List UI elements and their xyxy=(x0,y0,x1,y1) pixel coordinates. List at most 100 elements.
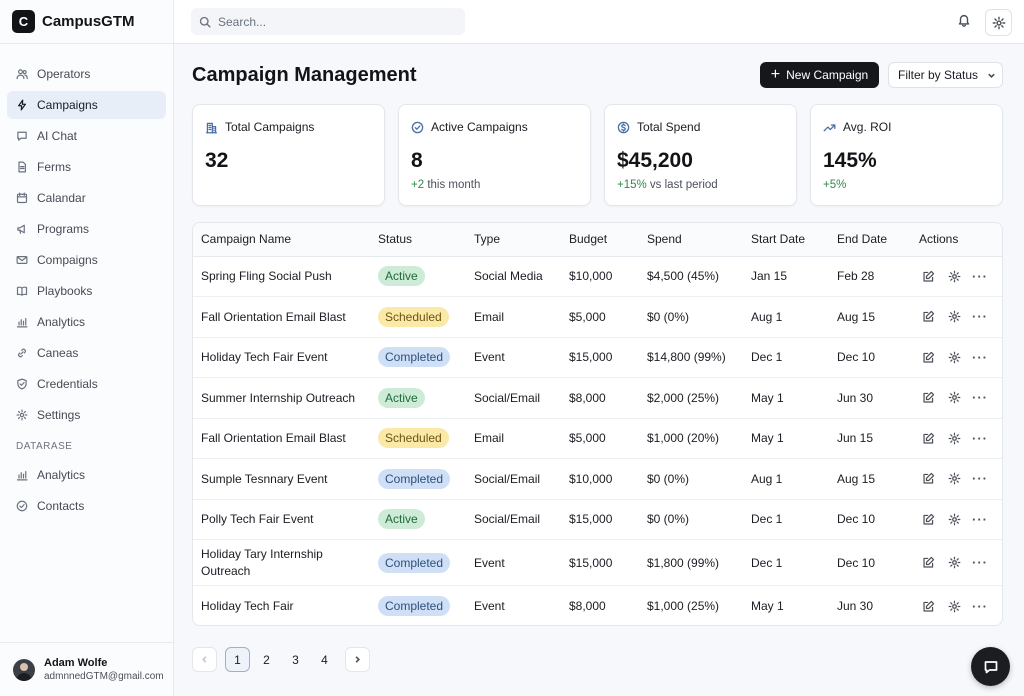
row-settings-button[interactable] xyxy=(945,429,963,447)
gear-icon xyxy=(948,472,960,485)
sidebar-item-label: Ferms xyxy=(37,160,71,174)
chat-bubble-icon xyxy=(984,660,997,673)
stat-value: $45,200 xyxy=(617,149,693,172)
more-options-icon[interactable]: ··· xyxy=(972,349,988,365)
table-row[interactable]: Spring Fling Social Push Active Social Med… xyxy=(193,256,1002,297)
type-cell: Event xyxy=(474,599,505,613)
row-settings-button[interactable] xyxy=(945,348,963,366)
search-box[interactable] xyxy=(191,8,465,35)
edit-icon xyxy=(922,513,934,525)
page-4-button[interactable]: 4 xyxy=(321,652,328,667)
edit-button[interactable] xyxy=(919,429,937,447)
row-settings-button[interactable] xyxy=(945,308,963,326)
start-date-cell: May 1 xyxy=(743,377,829,419)
sidebar-item-compaigns[interactable]: Compaigns xyxy=(7,246,166,274)
user-email: admnnedGTM@gmail.com xyxy=(44,671,164,682)
campaign-name: Summer Internship Outreach xyxy=(193,377,370,419)
row-settings-button[interactable] xyxy=(945,597,963,615)
budget-cell: $15,000 xyxy=(561,539,639,586)
table-row[interactable]: Fall Orientation Email Blast Scheduled Ema… xyxy=(193,418,1002,459)
status-cell: Completed xyxy=(370,337,466,378)
sidebar-item-programs[interactable]: Programs xyxy=(7,215,166,243)
sidebar-item-ferms[interactable]: Ferms xyxy=(7,153,166,181)
sidebar-item-analytics[interactable]: Analytics xyxy=(7,461,166,489)
sidebar-item-label: Analytics xyxy=(37,468,86,482)
settings-button[interactable] xyxy=(985,9,1012,36)
sidebar-item-caneas[interactable]: Caneas xyxy=(7,339,166,367)
more-options-icon[interactable]: ··· xyxy=(972,511,988,527)
table-row[interactable]: Holiday Tech Fair Completed Event $8,000 $1,… xyxy=(193,586,1002,626)
next-page-button[interactable] xyxy=(345,647,370,672)
filter-by-status-dropdown[interactable]: Filter by Status xyxy=(888,62,1003,88)
row-settings-button[interactable] xyxy=(945,267,963,285)
edit-button[interactable] xyxy=(919,470,937,488)
edit-icon xyxy=(922,600,934,612)
type-cell: Social/Email xyxy=(466,499,561,540)
edit-button[interactable] xyxy=(919,554,937,572)
sidebar-item-credentials[interactable]: Credentials xyxy=(7,370,166,398)
bolt-icon xyxy=(18,99,26,111)
page-2-button[interactable]: 2 xyxy=(263,652,270,667)
edit-button[interactable] xyxy=(919,308,937,326)
campaign-name: Holiday Tary Internship Outreach xyxy=(193,539,370,586)
table-row[interactable]: Polly Tech Fair Event Active Social/Email $… xyxy=(193,499,1002,540)
more-options-icon[interactable]: ··· xyxy=(972,390,988,406)
edit-button[interactable] xyxy=(919,597,937,615)
sidebar-item-ai-chat[interactable]: AI Chat xyxy=(7,122,166,150)
sidebar-item-playbooks[interactable]: Playbooks xyxy=(7,277,166,305)
end-date-cell: Dec 10 xyxy=(829,337,911,378)
table-row[interactable]: Sumple Tesnnary Event Completed Social/Ema… xyxy=(193,458,1002,500)
row-settings-button[interactable] xyxy=(945,510,963,528)
sidebar-item-label: Caneas xyxy=(37,346,79,360)
user-profile[interactable]: Adam Wolfe admnnedGTM@gmail.com xyxy=(0,642,174,696)
more-options-icon[interactable]: ··· xyxy=(972,430,988,446)
sidebar-item-contacts[interactable]: Contacts xyxy=(7,492,166,520)
edit-button[interactable] xyxy=(919,389,937,407)
sidebar-item-campaigns[interactable]: Campaigns xyxy=(7,91,166,119)
notifications-button[interactable] xyxy=(957,13,973,29)
row-settings-button[interactable] xyxy=(945,389,963,407)
prev-page-button[interactable] xyxy=(192,647,217,672)
new-campaign-button[interactable]: + New Campaign xyxy=(760,62,879,88)
table-row[interactable]: Summer Internship Outreach Active Social/E… xyxy=(193,377,1002,419)
sidebar-item-label: Playbooks xyxy=(37,284,93,298)
stat-delta: +5% xyxy=(823,179,847,191)
sidebar-item-analytics[interactable]: Analytics xyxy=(7,308,166,336)
edit-button[interactable] xyxy=(919,510,937,528)
start-date-cell: Jan 15 xyxy=(743,256,829,297)
more-options-icon[interactable]: ··· xyxy=(972,598,988,614)
page-3-button[interactable]: 3 xyxy=(292,652,299,667)
sidebar-item-operators[interactable]: Operators xyxy=(7,60,166,88)
gear-icon xyxy=(948,310,960,323)
edit-button[interactable] xyxy=(919,267,937,285)
row-settings-button[interactable] xyxy=(945,470,963,488)
status-badge: Active xyxy=(378,266,425,287)
more-options-icon[interactable]: ··· xyxy=(972,268,988,284)
sidebar-item-settings[interactable]: Settings xyxy=(7,401,166,429)
start-date-cell: May 1 xyxy=(743,418,829,459)
table-row[interactable]: Holiday Tech Fair Event Completed Event $15… xyxy=(193,337,1002,378)
stat-card-total-spend: Total Spend $45,200 +15% vs last period xyxy=(604,104,797,206)
table-row[interactable]: Holiday Tary Internship Outreach Complete… xyxy=(193,539,1002,586)
table-row[interactable]: Fall Orientation Email Blast Scheduled Ema… xyxy=(193,296,1002,338)
end-date-cell: Aug 15 xyxy=(829,458,911,500)
edit-button[interactable] xyxy=(919,348,937,366)
stat-card-total-campaigns: Total Campaigns 32 xyxy=(192,104,385,206)
budget-cell: $10,000 xyxy=(561,256,639,297)
search-input[interactable] xyxy=(218,14,458,29)
chat-button[interactable] xyxy=(971,647,1010,686)
brand[interactable]: C CampusGTM xyxy=(0,0,173,44)
more-options-icon[interactable]: ··· xyxy=(972,471,988,487)
more-options-icon[interactable]: ··· xyxy=(972,309,988,325)
status-cell: Active xyxy=(370,377,466,419)
page-1-button[interactable]: 1 xyxy=(225,647,250,672)
sidebar-item-calandar[interactable]: Calandar xyxy=(7,184,166,212)
row-settings-button[interactable] xyxy=(945,554,963,572)
actions-cell: ··· xyxy=(911,586,1002,626)
more-options-icon[interactable]: ··· xyxy=(972,555,988,570)
sidebar-nav: Operators Campaigns AI Chat Ferms Calandar Pr… xyxy=(0,60,174,523)
gear-icon xyxy=(948,432,960,445)
spend-cell: $2,000 (25%) xyxy=(639,377,743,419)
spend-cell: $1,800 (99%) xyxy=(639,539,743,586)
